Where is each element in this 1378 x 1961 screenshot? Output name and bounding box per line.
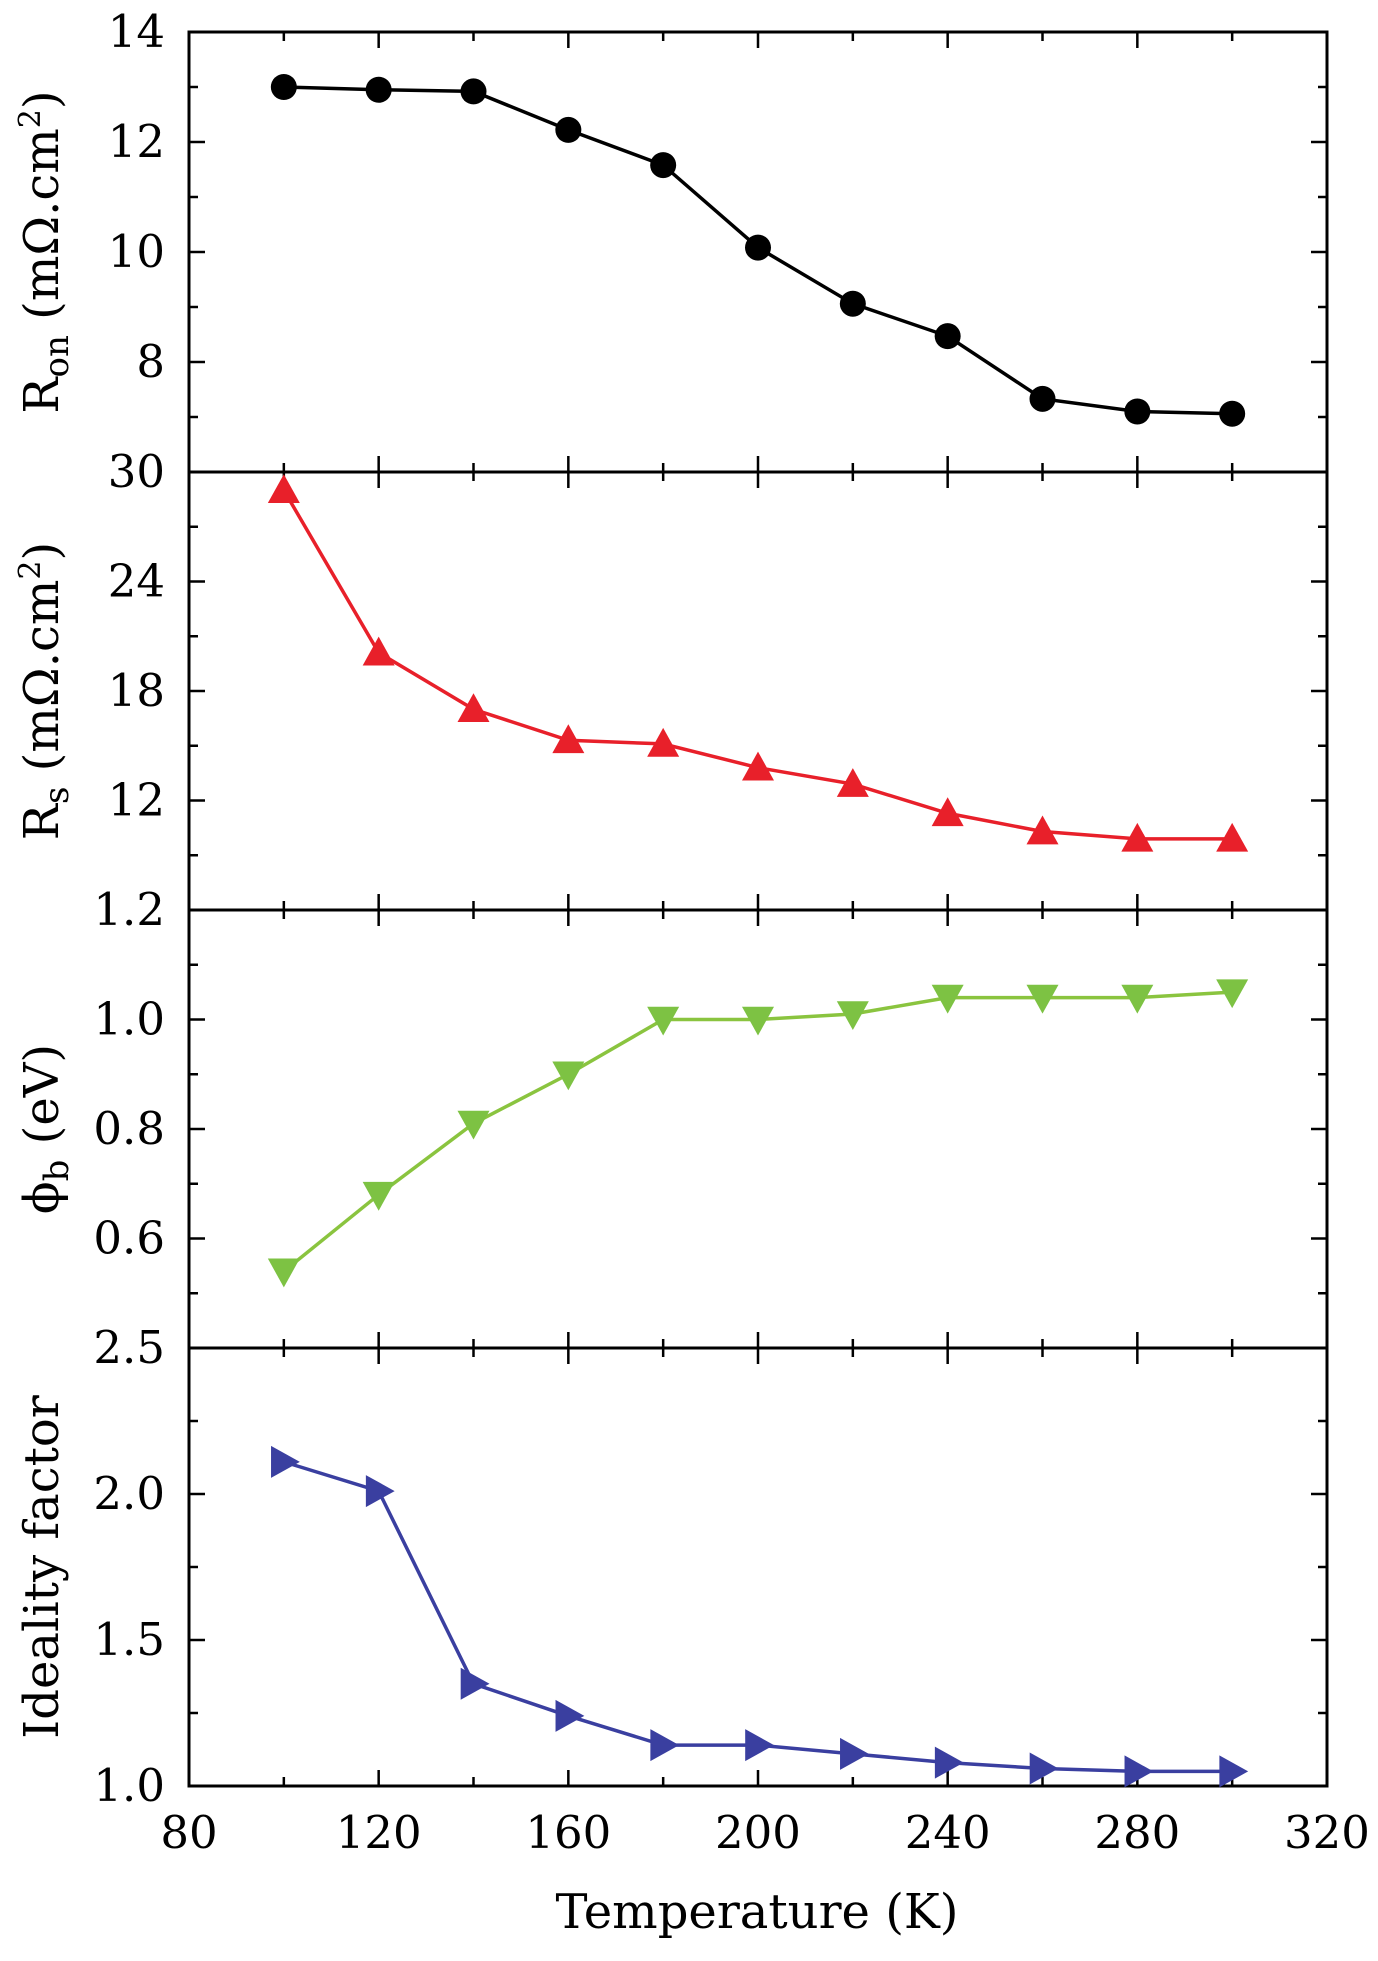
data-point	[1124, 398, 1151, 425]
y-tick-label: 8	[136, 335, 165, 388]
data-point	[1216, 979, 1249, 1009]
y-tick-label: 1.5	[93, 1613, 165, 1666]
panel-ideality: 1.0 1.5 2.0 2.5 Ideality factor	[14, 1321, 1329, 1812]
y-tick-label: 14	[108, 5, 165, 58]
data-point	[555, 1699, 585, 1732]
y-tick-label: 30	[108, 445, 165, 498]
data-point	[552, 724, 585, 754]
data-point	[647, 727, 680, 757]
y-tick-label: 12	[108, 115, 165, 168]
y-tick-label: 10	[108, 225, 165, 278]
data-point	[460, 1667, 490, 1700]
data-point	[270, 74, 297, 100]
data-point	[931, 797, 964, 827]
data-point	[271, 1445, 300, 1478]
data-point	[1216, 822, 1249, 852]
data-point	[1026, 984, 1059, 1014]
plot-layer: 8 10 12 14 Ron (mΩ.cm2) 12 18 24 30 Rs (mΩ.cm2) 0.…	[13, 5, 1370, 1859]
data-point	[267, 1258, 300, 1288]
y-tick-label: 1.2	[93, 883, 165, 936]
data-point	[1026, 815, 1059, 845]
data-point	[742, 751, 774, 781]
y-axis-title-rs: Rs (mΩ.cm2)	[13, 542, 77, 840]
data-point	[1219, 400, 1246, 427]
panel-ron: 8 10 12 14 Ron (mΩ.cm2)	[13, 5, 1329, 474]
data-point	[457, 693, 490, 723]
y-tick-label: 18	[108, 664, 165, 717]
x-tick-label: 80	[160, 1806, 217, 1859]
y-axis-title-phib: ϕb (eV)	[14, 1044, 77, 1214]
x-tick-label: 120	[336, 1806, 422, 1859]
data-point	[362, 1181, 395, 1211]
y-tick-label: 12	[108, 774, 165, 827]
y-axis-title-ideality: Ideality factor	[14, 1395, 70, 1739]
data-point	[840, 1737, 869, 1770]
data-point	[365, 76, 392, 103]
y-tick-label: 24	[108, 555, 165, 608]
panel-rs: 12 18 24 30 Rs (mΩ.cm2)	[13, 445, 1329, 912]
data-point	[836, 1001, 869, 1031]
y-tick-label: 0.6	[93, 1212, 165, 1265]
data-point	[1124, 1755, 1154, 1788]
data-point	[650, 152, 677, 179]
y-tick-label: 0.8	[93, 1102, 165, 1155]
y-tick-label: 2.0	[93, 1467, 165, 1520]
data-point	[365, 1475, 395, 1508]
data-point	[267, 474, 300, 504]
data-point	[934, 323, 961, 350]
x-tick-label: 320	[1284, 1806, 1370, 1859]
data-point	[1219, 1755, 1249, 1788]
panel-phib: 0.6 0.8 1.0 1.2 ϕb (eV)	[14, 883, 1329, 1350]
data-point	[839, 290, 866, 317]
panel-frame	[187, 1346, 1329, 1788]
data-point	[934, 1746, 964, 1779]
data-point	[457, 1110, 490, 1140]
data-point	[555, 116, 582, 143]
data-point	[931, 984, 964, 1014]
x-axis-title: Temperature (K)	[555, 1884, 958, 1940]
data-point	[1029, 1752, 1059, 1785]
x-tick-label: 200	[715, 1806, 801, 1859]
data-point	[745, 234, 771, 261]
y-axis-title-ron: Ron (mΩ.cm2)	[13, 90, 77, 413]
y-tick-label: 1.0	[93, 993, 165, 1046]
y-tick-label: 2.5	[93, 1321, 165, 1374]
data-point	[647, 1006, 680, 1036]
x-tick-label: 160	[525, 1806, 611, 1859]
data-point	[552, 1061, 585, 1091]
data-point	[650, 1729, 680, 1762]
data-point	[1121, 984, 1154, 1014]
x-tick-label: 280	[1094, 1806, 1180, 1859]
y-tick-label: 1.0	[93, 1759, 165, 1812]
data-point	[460, 78, 487, 105]
data-point	[1029, 385, 1056, 412]
data-point	[1121, 822, 1154, 852]
data-point	[836, 768, 869, 797]
data-point	[362, 636, 395, 666]
data-point	[745, 1729, 774, 1762]
x-tick-label: 240	[905, 1806, 991, 1859]
data-point	[742, 1006, 774, 1036]
